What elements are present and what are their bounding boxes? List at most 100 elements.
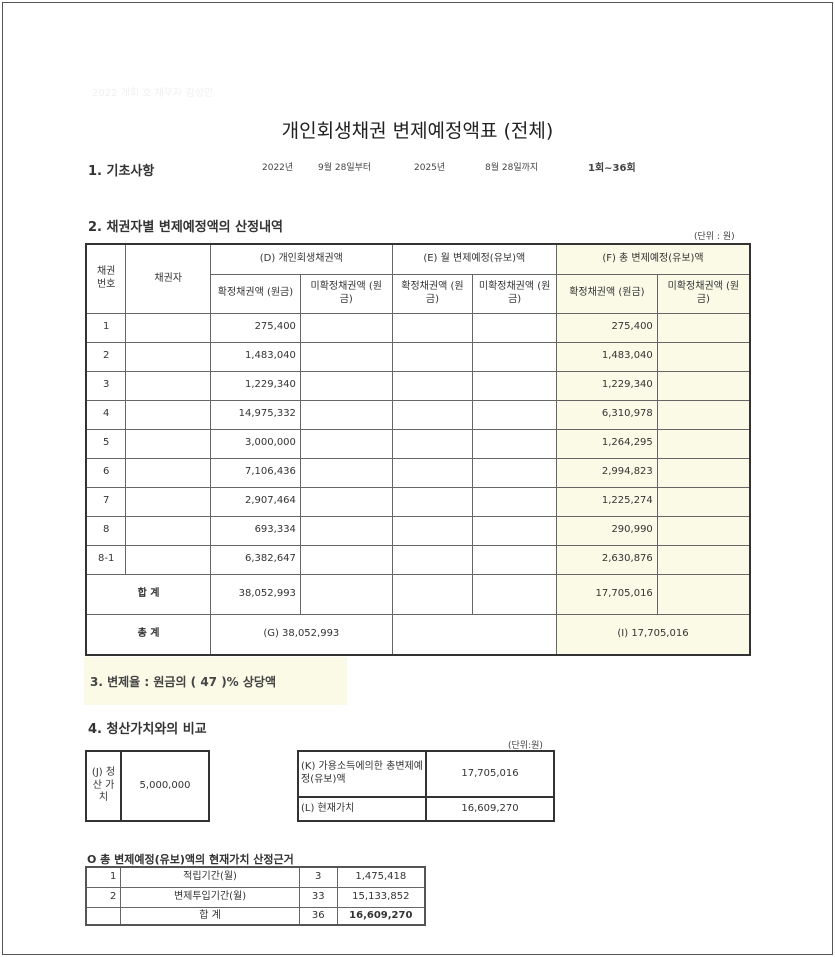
row-f-confirmed: 6,310,978: [555, 399, 658, 430]
row-f-confirmed: 290,990: [555, 515, 658, 546]
row-f-confirmed: 275,400: [555, 312, 658, 343]
section3-repayment-rate: 3. 변제율 : 원금의 ( 47 )% 상당액: [84, 657, 347, 705]
row-d-confirmed: 1,229,340: [210, 370, 301, 401]
repayment-table: 채권 번호 채권자 (D) 개인회생채권액 (E) 월 변제예정(유보)액 (F…: [85, 243, 751, 656]
table-row: 6 7,106,436 2,994,823: [85, 457, 751, 488]
basis-no: 1: [85, 866, 122, 888]
creditor-name-masked: [125, 341, 212, 372]
table-row: 5 3,000,000 1,264,295: [85, 428, 751, 459]
total-g: (G) 38,052,993: [210, 613, 393, 656]
row-no: 8-1: [85, 544, 127, 575]
j-label: (J) 청산 가치: [85, 750, 122, 822]
row-d-confirmed: 14,975,332: [210, 399, 301, 430]
basis-total-months: 36: [298, 906, 338, 926]
basis-amount: 1,475,418: [336, 866, 426, 888]
table-row: 7 2,907,464 1,225,274: [85, 486, 751, 517]
table-row: 1 275,400 275,400: [85, 312, 751, 343]
subtotal-f: 17,705,016: [555, 573, 658, 615]
basis-label: 적립기간(월): [120, 866, 300, 888]
row-no: 4: [85, 399, 127, 430]
creditor-name-masked: [125, 515, 212, 546]
row-no: 7: [85, 486, 127, 517]
row-f-confirmed: 1,225,274: [555, 486, 658, 517]
subtotal-d: 38,052,993: [210, 573, 301, 615]
header-e: (E) 월 변제예정(유보)액: [391, 243, 557, 275]
subtotal-label: 합 계: [85, 573, 212, 615]
end-year: 2025년: [414, 163, 446, 173]
basis-no: 2: [85, 886, 122, 908]
start-year: 2022년: [262, 163, 294, 173]
header-d: (D) 개인회생채권액: [210, 243, 393, 275]
creditor-name-masked: [125, 312, 212, 343]
k-label: (K) 가용소득에의한 총변제예정(유보)액: [297, 750, 427, 798]
table-row: 8 693,334 290,990: [85, 515, 751, 546]
creditor-name-masked: [125, 457, 212, 488]
basis-table: 1 적립기간(월) 3 1,475,418 2 변제투입기간(월) 33 15,1…: [85, 866, 426, 926]
row-d-confirmed: 1,483,040: [210, 341, 301, 372]
basis-heading: O 총 변제예정(유보)액의 현재가치 산정근거: [87, 853, 294, 866]
creditor-name-masked: [125, 370, 212, 401]
row-d-confirmed: 2,907,464: [210, 486, 301, 517]
total-i: (I) 17,705,016: [555, 613, 751, 656]
table-row: 4 14,975,332 6,310,978: [85, 399, 751, 430]
table-row: 8-1 6,382,647 2,630,876: [85, 544, 751, 575]
kl-table: (K) 가용소득에의한 총변제예정(유보)액 17,705,016 (L) 현재…: [297, 750, 555, 823]
creditor-name-masked: [125, 428, 212, 459]
rounds: 1회~36회: [588, 163, 636, 174]
basis-row: 1 적립기간(월) 3 1,475,418: [85, 866, 426, 888]
row-f-confirmed: 1,483,040: [555, 341, 658, 372]
section4-unit: (단위:원): [508, 741, 543, 751]
row-d-confirmed: 693,334: [210, 515, 301, 546]
header-f-confirmed: 확정채권액 (원금): [555, 273, 658, 314]
total-label: 총 계: [85, 613, 212, 656]
row-no: 1: [85, 312, 127, 343]
creditor-name-masked: [125, 544, 212, 575]
row-d-confirmed: 6,382,647: [210, 544, 301, 575]
header-f-unconfirmed: 미확정채권액 (원금): [656, 273, 751, 314]
row-no: 3: [85, 370, 127, 401]
header-creditor: 채권자: [125, 243, 212, 314]
header-d-unconfirmed: 미확정채권액 (원금): [299, 273, 393, 314]
row-f-confirmed: 1,229,340: [555, 370, 658, 401]
table-row: 3 1,229,340 1,229,340: [85, 370, 751, 401]
l-label: (L) 현재가치: [297, 795, 427, 823]
faint-case-header: 2022 개회 호 채무자 김성민: [92, 88, 213, 99]
liquidation-value-table: (J) 청산 가치 5,000,000: [85, 750, 210, 822]
basis-months: 33: [298, 886, 338, 908]
row-d-confirmed: 3,000,000: [210, 428, 301, 459]
section1-heading: 1. 기초사항: [88, 164, 155, 179]
basis-amount: 15,133,852: [336, 886, 426, 908]
header-e-confirmed: 확정채권액 (원금): [391, 273, 474, 314]
section4-heading: 4. 청산가치와의 비교: [88, 722, 207, 737]
row-no: 8: [85, 515, 127, 546]
row-f-confirmed: 1,264,295: [555, 428, 658, 459]
creditor-name-masked: [125, 399, 212, 430]
basis-row: 2 변제투입기간(월) 33 15,133,852: [85, 886, 426, 908]
row-f-confirmed: 2,630,876: [555, 544, 658, 575]
j-value: 5,000,000: [120, 750, 210, 822]
header-d-confirmed: 확정채권액 (원금): [210, 273, 301, 314]
section2-heading: 2. 채권자별 변제예정액의 산정내역: [88, 220, 284, 235]
k-value: 17,705,016: [425, 750, 555, 798]
basis-label: 변제투입기간(월): [120, 886, 300, 908]
header-f: (F) 총 변제예정(유보)액: [555, 243, 751, 275]
row-f-confirmed: 2,994,823: [555, 457, 658, 488]
l-value: 16,609,270: [425, 795, 555, 823]
unit-label: (단위 : 원): [694, 232, 735, 242]
header-no: 채권 번호: [85, 243, 127, 314]
row-no: 2: [85, 341, 127, 372]
basis-total-label: 합 계: [120, 906, 300, 926]
start-date: 9월 28일부터: [318, 163, 372, 173]
row-d-confirmed: 275,400: [210, 312, 301, 343]
row-no: 6: [85, 457, 127, 488]
table-row: 2 1,483,040 1,483,040: [85, 341, 751, 372]
row-d-confirmed: 7,106,436: [210, 457, 301, 488]
end-date: 8월 28일까지: [485, 163, 539, 173]
basis-months: 3: [298, 866, 338, 888]
basis-total-amount: 16,609,270: [336, 906, 426, 926]
document-title: 개인회생채권 변제예정액표 (전체): [281, 120, 554, 142]
creditor-name-masked: [125, 486, 212, 517]
header-e-unconfirmed: 미확정채권액 (원금): [472, 273, 557, 314]
row-no: 5: [85, 428, 127, 459]
